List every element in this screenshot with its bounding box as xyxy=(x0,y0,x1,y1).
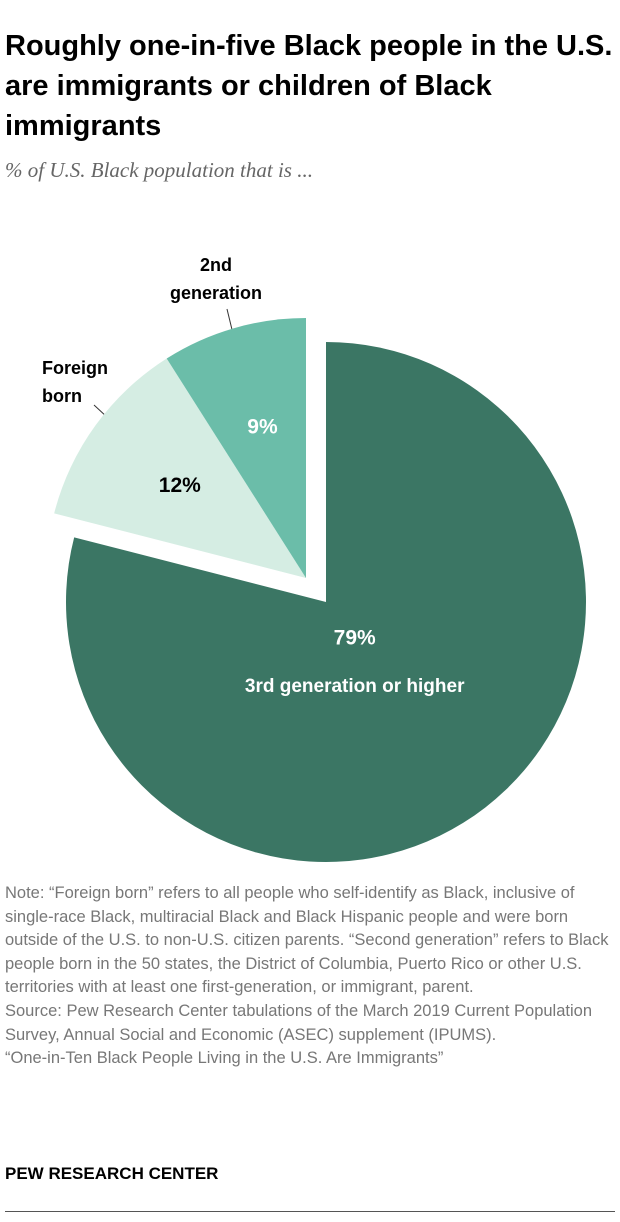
value-label: 12% xyxy=(159,474,201,497)
pie-slice xyxy=(166,318,306,578)
note: Note: “Foreign born” refers to all peopl… xyxy=(5,884,609,997)
chart-title: Roughly one-in-five Black people in the … xyxy=(5,30,613,142)
chart-subtitle: % of U.S. Black population that is ... xyxy=(5,158,313,182)
chart: 79% 3rd generation or higher 12% 9% xyxy=(54,308,586,862)
rule xyxy=(5,1211,615,1212)
report: “One-in-Ten Black People Living in the U… xyxy=(5,1049,444,1068)
notes: Note: “Foreign born” refers to all peopl… xyxy=(5,882,617,1071)
slice-label: Foreign born xyxy=(42,358,108,406)
value-label: 9% xyxy=(247,416,278,439)
source: Source: Pew Research Center tabulations … xyxy=(5,1001,592,1044)
pie-slice xyxy=(54,358,306,578)
pie-slice xyxy=(66,342,586,862)
slice-label: 3rd generation or higher xyxy=(245,676,465,697)
value-label: 79% xyxy=(334,627,376,650)
footer: PEW RESEARCH CENTER xyxy=(5,1164,219,1183)
slice-label: 2nd generation xyxy=(169,255,262,303)
